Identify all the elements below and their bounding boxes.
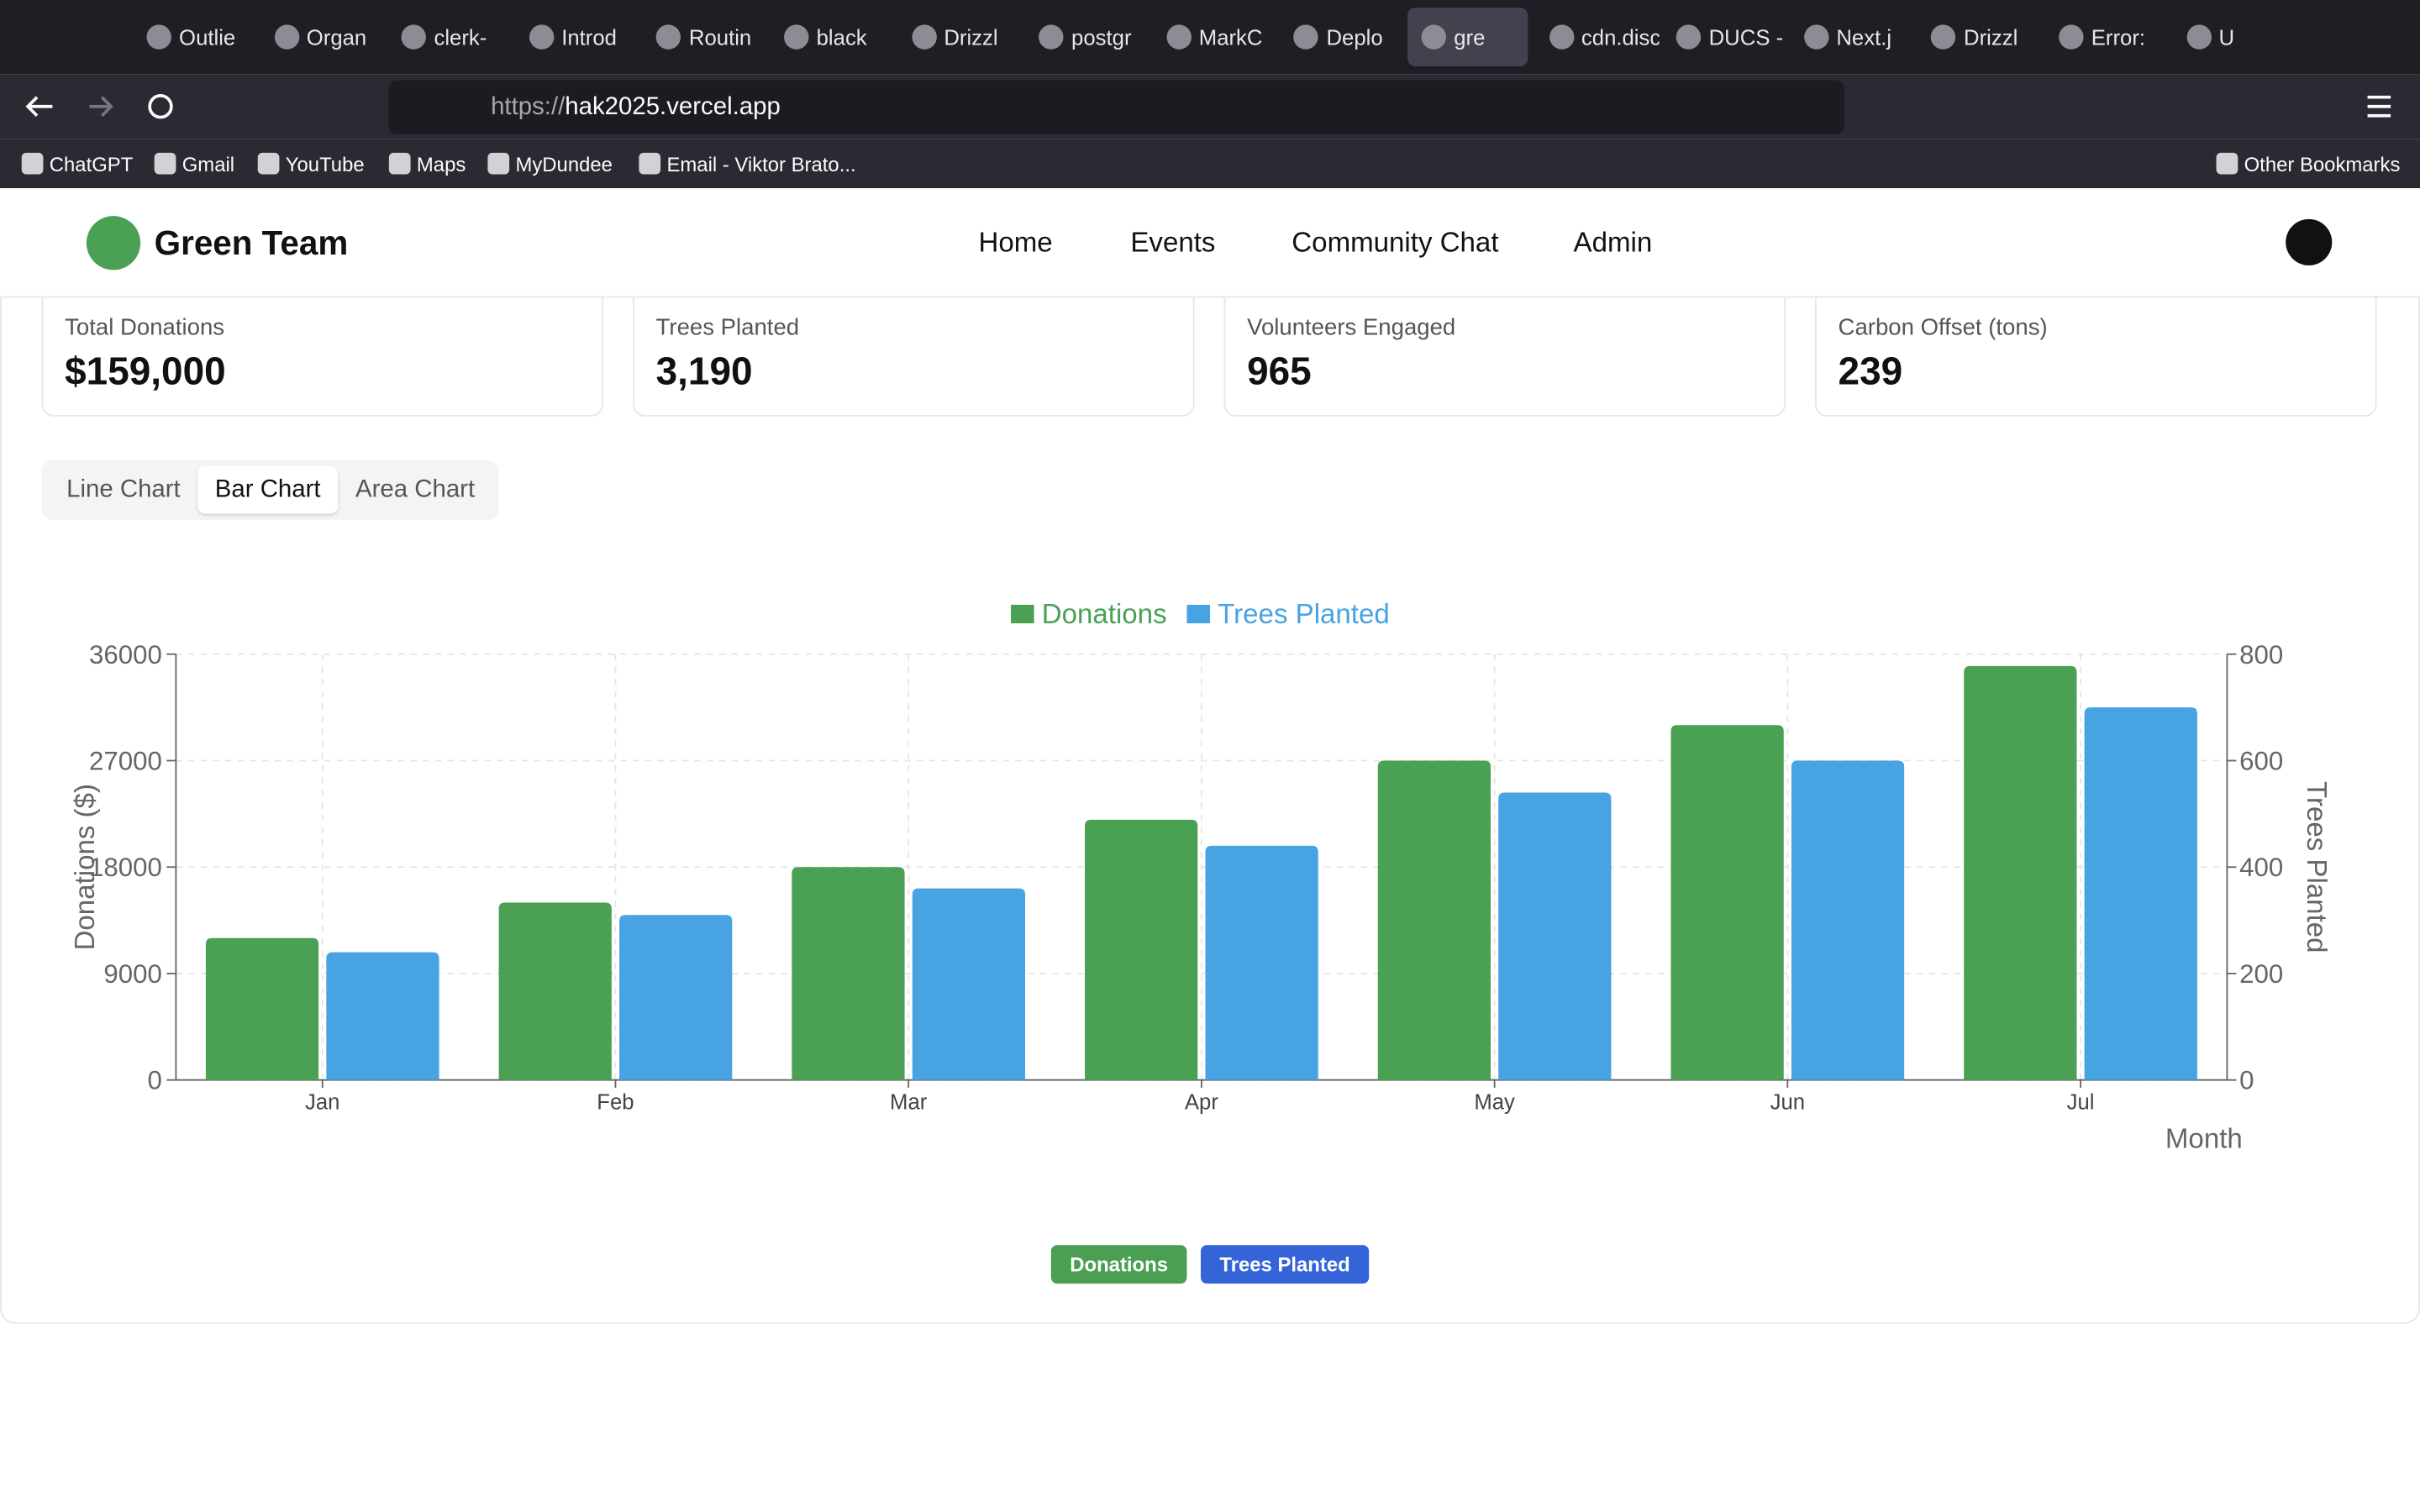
x-tick-label: Jul xyxy=(2067,1091,2095,1115)
avatar[interactable] xyxy=(2286,218,2333,265)
bar xyxy=(1377,760,1491,1080)
browser-tab[interactable]: Drizzl xyxy=(897,8,1021,66)
y-axis-title: Donations ($) xyxy=(70,784,101,950)
legend-label[interactable]: Donations xyxy=(1042,599,1167,630)
x-tick-label: Apr xyxy=(1185,1091,1218,1115)
x-tick-label: Mar xyxy=(890,1091,928,1115)
legend-swatch xyxy=(1011,605,1034,624)
browser-tab[interactable]: Deplo xyxy=(1280,8,1403,66)
browser-tab[interactable]: clerk- xyxy=(387,8,511,66)
chart-tab[interactable]: Line Chart xyxy=(66,476,181,503)
x-tick-label: Feb xyxy=(597,1091,634,1115)
bookmark[interactable]: Maps xyxy=(388,152,466,176)
bookmark[interactable]: Gmail xyxy=(154,152,234,176)
site-title[interactable]: Green Team xyxy=(154,223,349,263)
bar xyxy=(1670,725,1784,1080)
x-tick-label: May xyxy=(1474,1091,1515,1115)
stat-value: 3,190 xyxy=(655,349,753,394)
bar xyxy=(1498,792,1612,1080)
y-tick-label: 27000 xyxy=(89,747,162,776)
x-axis-title: Month xyxy=(2165,1124,2243,1155)
bar xyxy=(1085,819,1198,1080)
stat-value: 965 xyxy=(1247,349,1312,394)
stat-value: $159,000 xyxy=(65,349,226,394)
url-field[interactable]: https://hak2025.vercel.app xyxy=(388,80,1844,134)
bar xyxy=(2084,707,2197,1080)
legend-label[interactable]: Trees Planted xyxy=(1218,599,1390,630)
y-tick-label: 18000 xyxy=(89,853,162,882)
stat-card: Carbon Offset (tons) 239 xyxy=(1815,281,2377,417)
browser-tab[interactable]: MarkC xyxy=(1153,8,1276,66)
y-tick-label: 0 xyxy=(147,1066,161,1095)
stat-label: Total Donations xyxy=(65,314,225,341)
nav-link[interactable]: Community Chat xyxy=(1292,227,1499,258)
y-tick-label: 9000 xyxy=(103,959,161,989)
url-host: hak2025.vercel.app xyxy=(565,94,781,121)
bar xyxy=(498,902,612,1080)
bar xyxy=(619,915,733,1080)
legend-swatch xyxy=(1186,605,1211,624)
series-toggle[interactable]: Donations xyxy=(1050,1245,1187,1284)
nav-link[interactable]: Admin xyxy=(1573,227,1653,258)
stat-label: Trees Planted xyxy=(655,314,800,341)
chart-type-tabs: Line Chart Bar Chart Area Chart xyxy=(41,459,499,520)
stat-card: Volunteers Engaged 965 xyxy=(1223,281,1786,417)
stat-card: Trees Planted 3,190 xyxy=(633,281,1195,417)
y2-tick-label: 200 xyxy=(2239,959,2283,989)
y2-tick-label: 800 xyxy=(2239,640,2283,669)
site-header: Green Team Home Events Community Chat Admin xyxy=(0,188,2420,298)
browser-tab[interactable]: black xyxy=(771,8,894,66)
y2-tick-label: 400 xyxy=(2239,853,2283,882)
browser-tab[interactable]: Next.j xyxy=(1790,8,1913,66)
browser-tab[interactable]: Introd xyxy=(515,8,639,66)
bookmark-folder[interactable]: Other Bookmarks xyxy=(2216,152,2400,176)
nav-link[interactable]: Events xyxy=(1130,227,1216,258)
bar xyxy=(326,952,439,1080)
bar xyxy=(1205,845,1318,1080)
bar xyxy=(792,867,905,1080)
browser-tab[interactable]: Outlie xyxy=(133,8,256,66)
bookmark[interactable]: Email - Viktor Brato... xyxy=(639,152,856,176)
bookmark[interactable]: MyDundee xyxy=(487,152,613,176)
nav-link[interactable]: Home xyxy=(978,227,1053,258)
y2-axis-title: Trees Planted xyxy=(2301,781,2332,953)
y2-tick-label: 0 xyxy=(2239,1066,2254,1095)
x-tick-label: Jan xyxy=(305,1091,339,1115)
stat-value: 239 xyxy=(1838,349,1903,394)
bar xyxy=(205,937,319,1080)
stat-label: Carbon Offset (tons) xyxy=(1838,314,2048,341)
stat-label: Volunteers Engaged xyxy=(1247,314,1456,341)
browser-tab[interactable]: Drizzl xyxy=(1918,8,2041,66)
browser-tab[interactable]: Organ xyxy=(260,8,384,66)
browser-tab[interactable]: Error: xyxy=(2045,8,2169,66)
bar xyxy=(1791,760,1905,1080)
stat-card: Total Donations $159,000 xyxy=(41,281,604,417)
tab-bar: Outlie Organ clerk- Introd Routin black Drizzl… xyxy=(0,0,2420,75)
browser-tab[interactable]: postgr xyxy=(1025,8,1149,66)
bookmark[interactable]: ChatGPT xyxy=(21,152,133,176)
series-toggle[interactable]: Trees Planted xyxy=(1200,1245,1370,1284)
chart-tab[interactable]: Bar Chart xyxy=(197,465,339,514)
bar xyxy=(1964,665,2077,1080)
browser-tab[interactable]: Routin xyxy=(643,8,766,66)
browser-tab[interactable]: gre xyxy=(1407,8,1528,66)
bookmarks-bar: Other Bookmarks ChatGPT Gmail YouTube Maps M… xyxy=(0,139,2420,189)
content-card xyxy=(0,188,2420,1324)
chart-tab[interactable]: Area Chart xyxy=(355,476,476,503)
x-tick-label: Jun xyxy=(1770,1091,1805,1115)
y-tick-label: 36000 xyxy=(89,640,162,669)
url-scheme: https:// xyxy=(491,94,566,121)
logo[interactable] xyxy=(86,216,141,270)
y2-tick-label: 600 xyxy=(2239,747,2283,776)
browser-tab[interactable]: U xyxy=(2172,8,2296,66)
bookmark[interactable]: YouTube xyxy=(257,152,365,176)
browser-tab[interactable]: cdn.discor xyxy=(1535,8,1659,66)
browser-tab[interactable]: DUCS - W xyxy=(1663,8,1786,66)
bar xyxy=(912,888,1026,1080)
